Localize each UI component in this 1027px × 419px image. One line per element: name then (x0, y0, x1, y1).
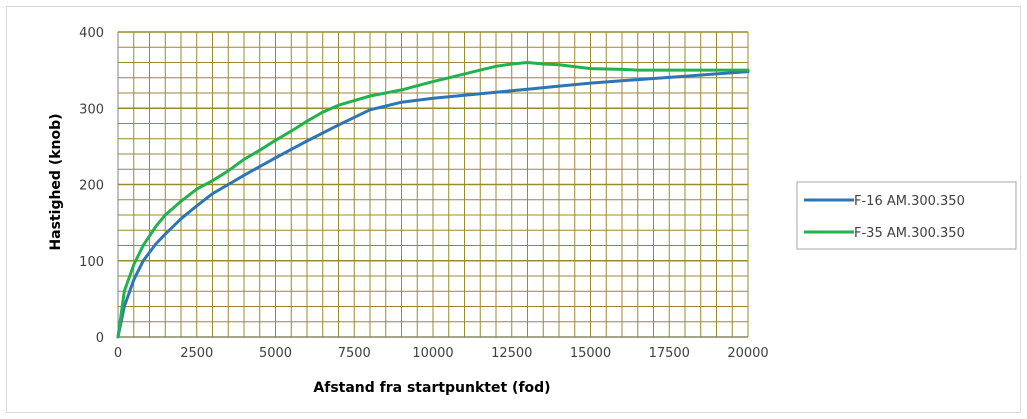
y-tick-label: 200 (79, 179, 104, 194)
x-tick-label: 12500 (491, 346, 532, 361)
series-lines (116, 61, 750, 339)
legend: F-16 AM.300.350 F-35 AM.300.350 (796, 181, 1017, 250)
legend-box (796, 181, 1017, 250)
x-tick-label: 10000 (412, 346, 453, 361)
y-tick-label: 400 (79, 26, 104, 41)
y-tick-label: 100 (79, 255, 104, 270)
y-axis-title: Hastighed (knob) (48, 113, 64, 250)
tick-labels: 0 2500 5000 7500 10000 12500 15000 17500 20000 0 1… (79, 26, 769, 361)
y-tick-label: 0 (96, 331, 104, 346)
legend-label-f16: F-16 AM.300.350 (854, 194, 965, 209)
series-line-f35 (116, 61, 750, 339)
x-tick-label: 20000 (727, 346, 768, 361)
x-tick-label: 15000 (570, 346, 611, 361)
legend-label-f35: F-35 AM.300.350 (854, 226, 965, 241)
x-tick-label: 17500 (649, 346, 690, 361)
x-axis-title: Afstand fra startpunktet (fod) (313, 380, 550, 396)
x-tick-label: 5000 (259, 346, 292, 361)
x-tick-label: 2500 (180, 346, 213, 361)
y-tick-label: 300 (79, 102, 104, 117)
series-line-f16 (116, 70, 750, 339)
x-tick-label: 0 (114, 346, 122, 361)
axes (117, 32, 748, 338)
x-tick-label: 7500 (338, 346, 371, 361)
